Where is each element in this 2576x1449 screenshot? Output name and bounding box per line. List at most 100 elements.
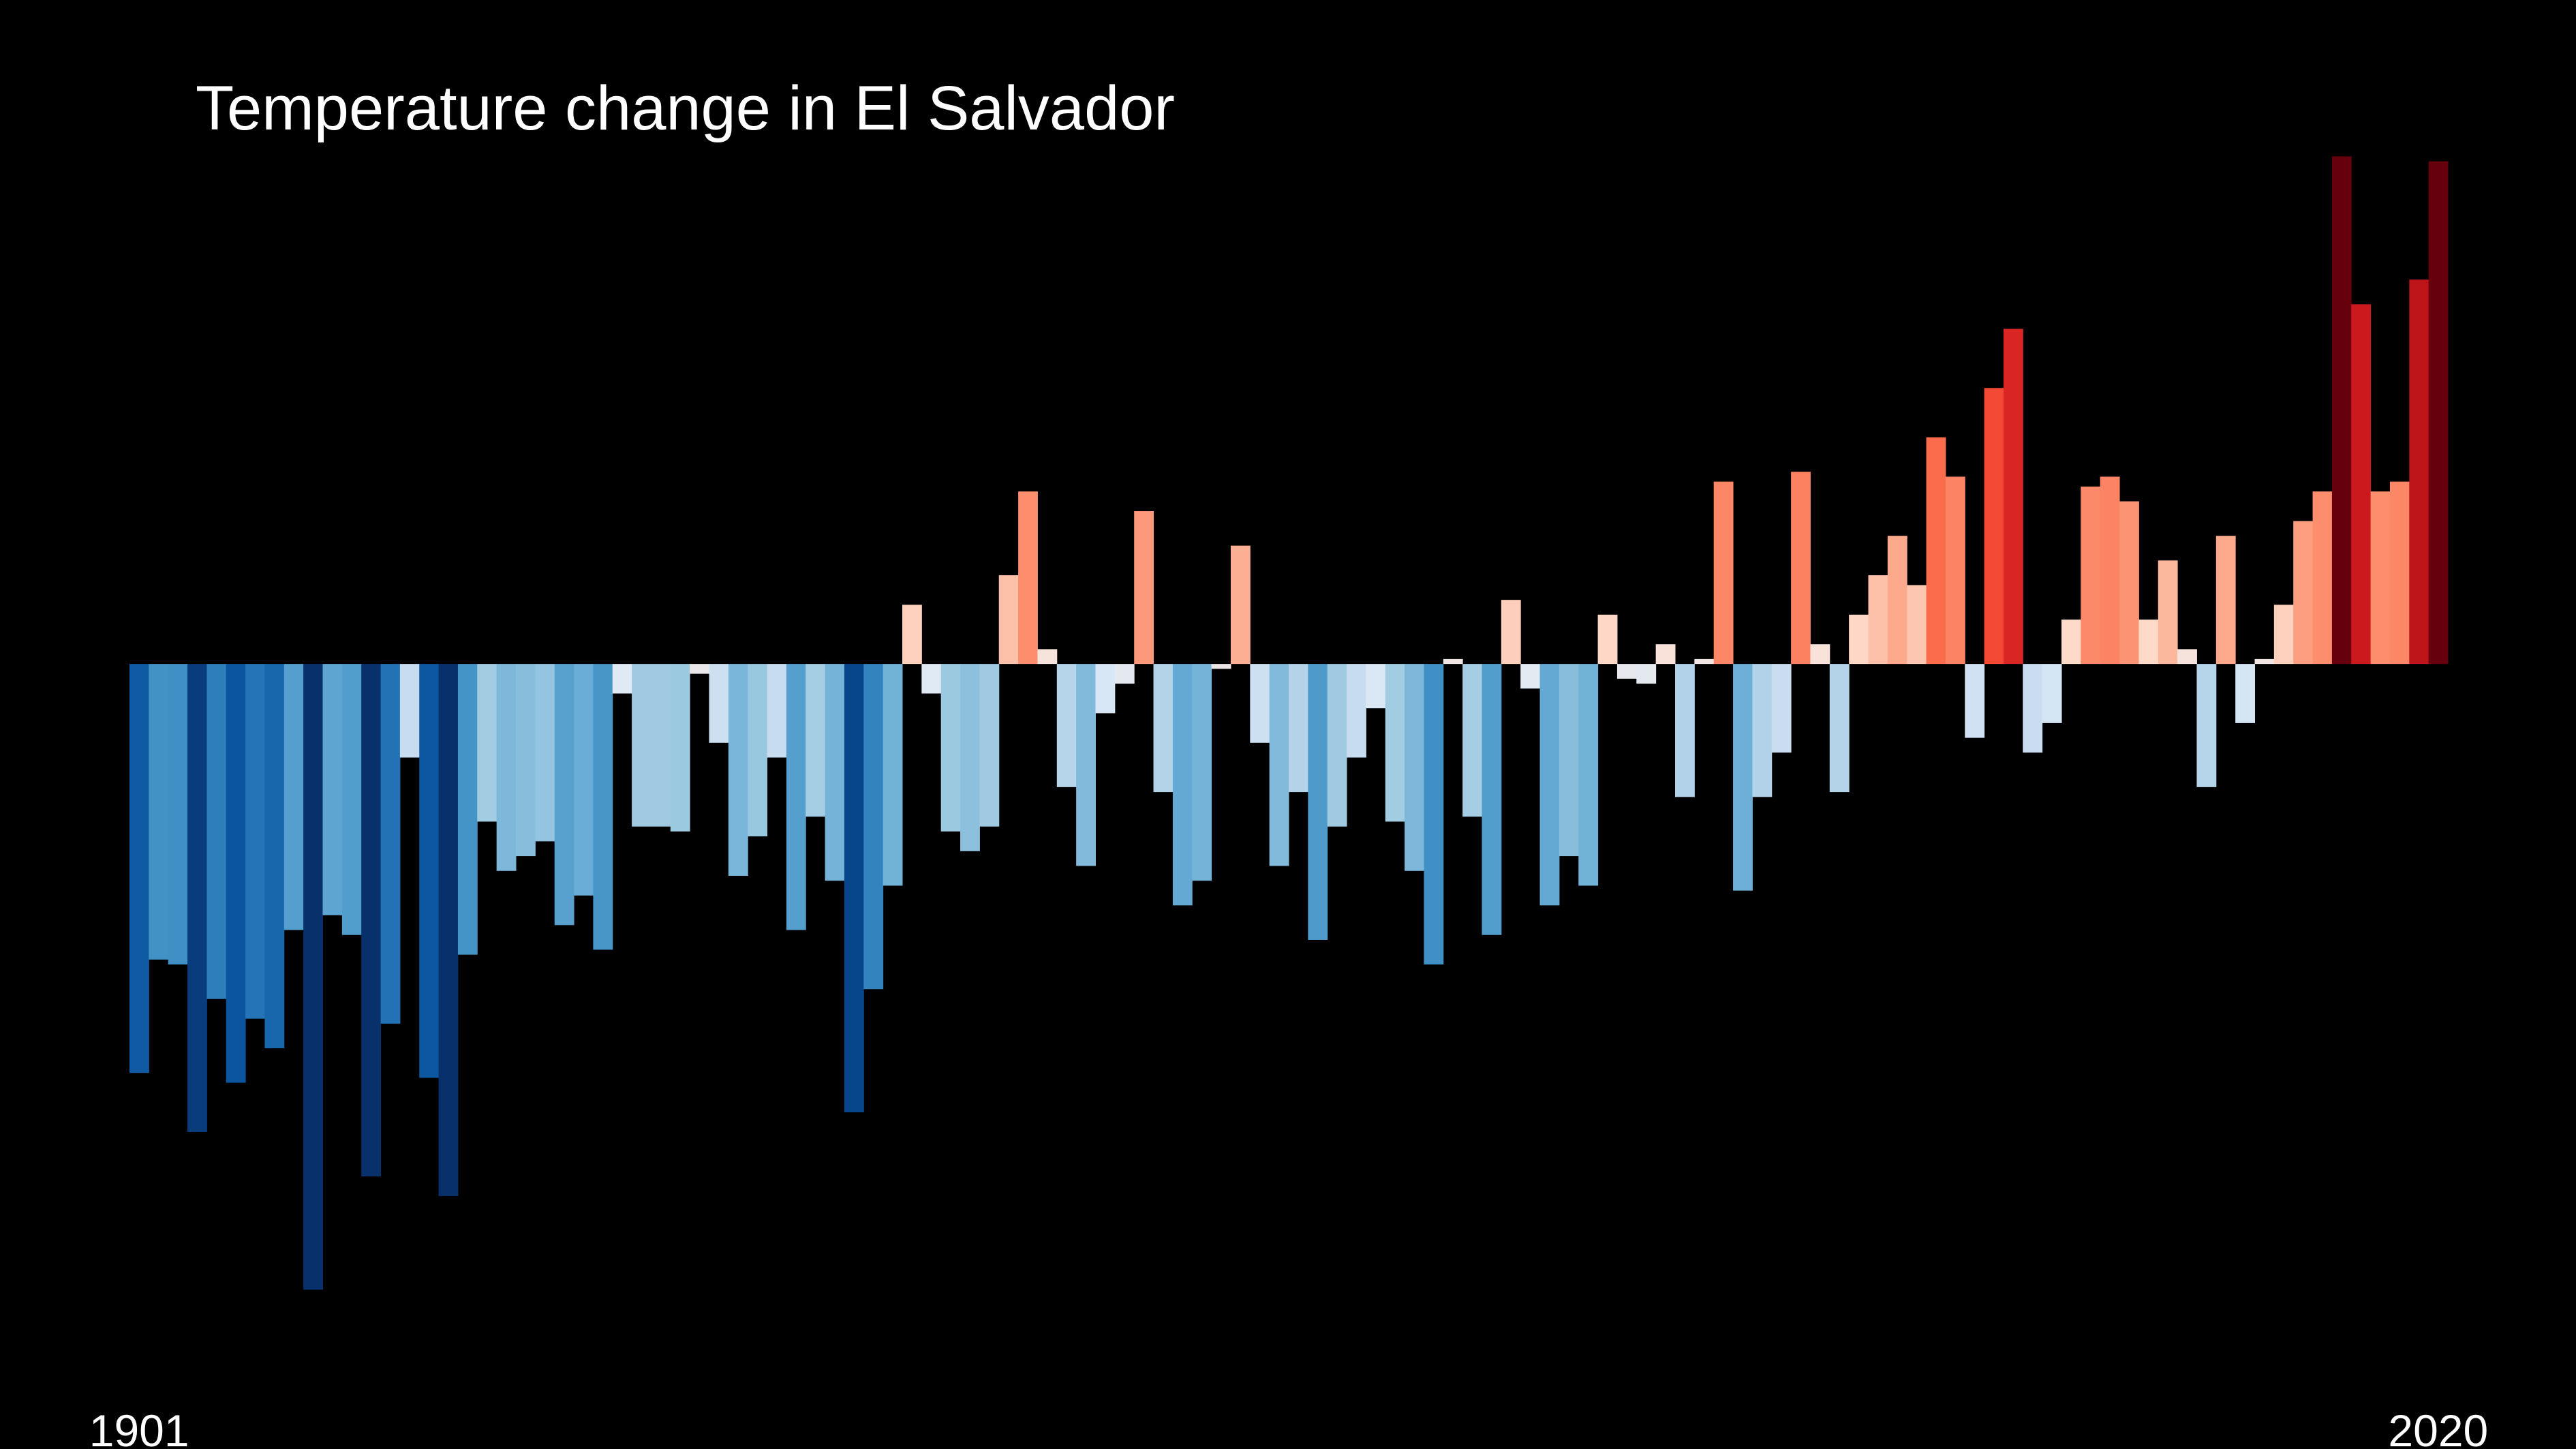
bar <box>535 664 555 842</box>
bar <box>1037 649 1058 665</box>
bar <box>940 664 961 832</box>
bar <box>554 664 574 926</box>
bar <box>1172 664 1193 906</box>
bar <box>1462 664 1482 817</box>
bar <box>1114 664 1135 684</box>
bar <box>1655 644 1676 665</box>
bar <box>1675 664 1695 797</box>
bar <box>2312 491 2333 665</box>
bar <box>1289 664 1308 793</box>
bar <box>2003 329 2023 665</box>
bar <box>1636 664 1657 684</box>
x-tick-label: 2020 <box>2388 1405 2488 1449</box>
bar <box>380 664 401 1024</box>
bar <box>728 664 748 876</box>
bar <box>496 664 517 871</box>
bar <box>2254 658 2275 665</box>
bar <box>1501 600 1521 665</box>
bar <box>264 664 285 1049</box>
bar <box>1076 664 1096 866</box>
bar <box>1868 575 1888 665</box>
bar <box>1347 664 1366 758</box>
bar <box>902 605 922 665</box>
bar <box>748 664 768 837</box>
bar <box>1713 481 1734 665</box>
bar <box>1907 585 1927 665</box>
bar <box>1771 664 1792 753</box>
bar <box>921 664 942 694</box>
x-tick-label: 1901 <box>89 1405 189 1449</box>
bar <box>2042 664 2062 723</box>
bar <box>593 664 613 950</box>
bar <box>960 664 980 851</box>
bar <box>2273 605 2294 665</box>
bar <box>863 664 884 990</box>
bar <box>2081 486 2101 665</box>
bar <box>979 664 1000 827</box>
bar <box>1965 664 1985 738</box>
bar <box>1559 664 1579 857</box>
bar <box>2061 620 2081 665</box>
bar <box>1791 472 1811 665</box>
bar <box>2428 161 2449 665</box>
bar <box>399 664 420 758</box>
bar <box>767 664 787 758</box>
bar <box>1829 664 1850 793</box>
bar <box>516 664 536 857</box>
bar <box>1752 664 1773 797</box>
bar <box>1597 614 1618 665</box>
bar <box>1424 664 1444 965</box>
bar <box>1945 476 1965 665</box>
bar <box>2370 491 2391 665</box>
bar <box>612 664 632 694</box>
bar <box>2215 536 2236 665</box>
bar <box>1134 511 1154 665</box>
bar <box>1269 664 1289 866</box>
bar <box>670 664 690 832</box>
bar <box>438 664 459 1196</box>
bar <box>1230 545 1251 665</box>
bar <box>206 664 227 999</box>
bar <box>1095 664 1116 714</box>
bar <box>1385 664 1405 822</box>
bar <box>690 664 709 674</box>
bar <box>1539 664 1560 906</box>
bar <box>1887 536 1907 665</box>
bar <box>806 664 826 817</box>
bar <box>1926 437 1946 665</box>
chart-title: Temperature change in El Salvador <box>196 74 1175 143</box>
bar <box>457 664 478 955</box>
bar <box>419 664 440 1078</box>
bar <box>1849 614 1869 665</box>
bar <box>2177 649 2197 665</box>
bar <box>844 664 864 1113</box>
bar <box>2158 560 2178 665</box>
bar <box>149 664 169 960</box>
bar <box>1056 664 1077 787</box>
bar <box>998 575 1019 665</box>
bar <box>477 664 497 822</box>
bar <box>322 664 343 915</box>
bar <box>2293 521 2314 665</box>
bar <box>2235 664 2255 723</box>
bar <box>2409 279 2429 665</box>
bar <box>361 664 382 1177</box>
bar <box>168 664 188 965</box>
bar <box>651 664 671 827</box>
bar <box>2351 304 2372 665</box>
bar <box>1733 664 1753 891</box>
bar <box>1616 664 1637 679</box>
bar <box>1327 664 1347 827</box>
bar <box>1482 664 1502 935</box>
bar <box>786 664 806 930</box>
bar <box>1443 658 1463 665</box>
bar <box>341 664 362 935</box>
bar <box>1984 388 2004 665</box>
bar <box>226 664 246 1083</box>
bar <box>2023 664 2043 753</box>
bar <box>1211 664 1231 669</box>
bar <box>2119 501 2139 665</box>
bar <box>1520 664 1541 689</box>
